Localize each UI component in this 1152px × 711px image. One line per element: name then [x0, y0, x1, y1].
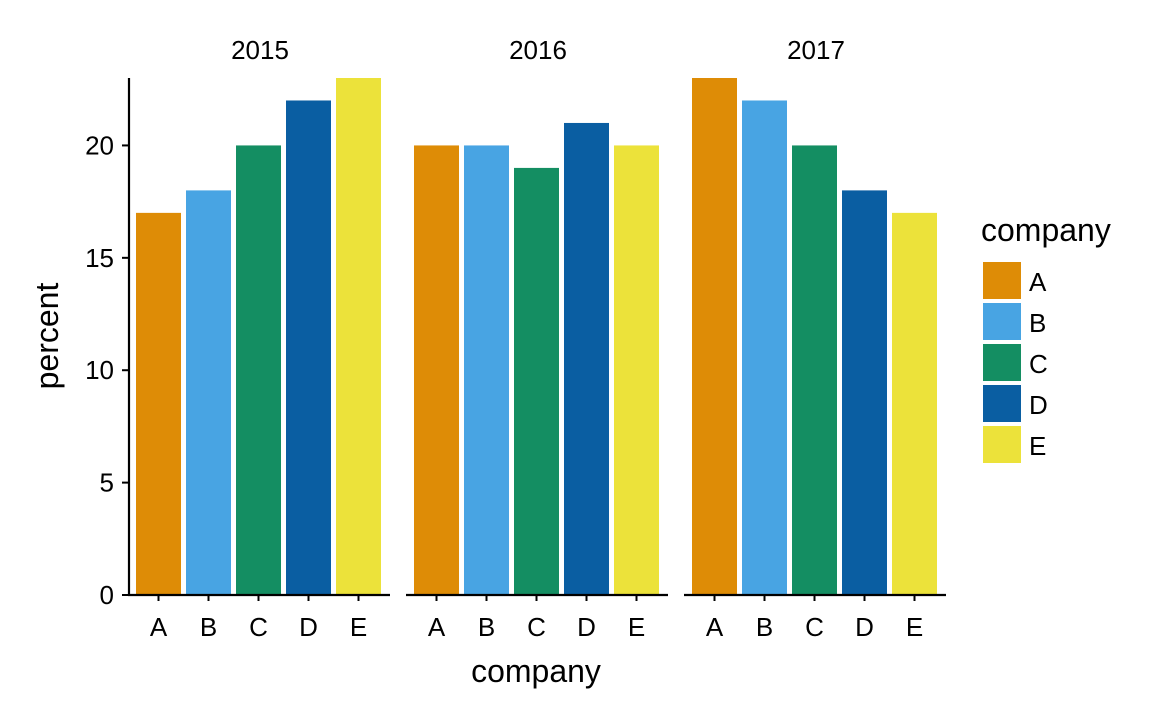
legend-label-D: D — [1029, 390, 1048, 420]
bar-2017-D — [842, 190, 887, 596]
bar-2017-E — [892, 212, 937, 595]
x-tick-label-2017-E: E — [906, 612, 923, 642]
legend-item-A: A — [983, 262, 1047, 299]
bar-2015-D — [286, 100, 331, 595]
x-tick-label-2016-B: B — [478, 612, 495, 642]
y-tick-label-20: 20 — [85, 130, 114, 160]
legend-item-C: C — [983, 344, 1048, 381]
facet-panel-2017: 2017 A B C D E — [684, 35, 946, 642]
y-tick-label-5: 5 — [100, 468, 114, 498]
legend-label-C: C — [1029, 349, 1048, 379]
x-tick-label-2015-B: B — [200, 612, 217, 642]
bar-2017-A — [692, 78, 737, 595]
legend-label-B: B — [1029, 308, 1046, 338]
x-tick-label-2017-C: C — [805, 612, 824, 642]
facet-panels: 2015 A B C D E 2016 A B C D E 2017 A B C D E — [128, 35, 946, 642]
facet-panel-2016: 2016 A B C D E — [406, 35, 668, 642]
legend-title: company — [981, 212, 1111, 248]
legend-swatch-B — [983, 303, 1021, 340]
legend-label-E: E — [1029, 431, 1046, 461]
x-tick-label-2016-A: A — [428, 612, 446, 642]
bar-2015-E — [336, 78, 381, 595]
legend-item-E: E — [983, 426, 1046, 463]
bar-2016-D — [564, 122, 609, 596]
bar-2017-C — [792, 145, 837, 595]
legend-swatch-C — [983, 344, 1021, 381]
bar-2017-B — [742, 100, 787, 595]
legend-swatch-E — [983, 426, 1021, 463]
facet-title-2016: 2016 — [509, 35, 567, 65]
legend-label-A: A — [1029, 267, 1047, 297]
y-axis-title: percent — [29, 283, 65, 390]
x-tick-label-2015-A: A — [150, 612, 168, 642]
legend-item-D: D — [983, 385, 1048, 422]
x-tick-label-2017-A: A — [706, 612, 724, 642]
y-tick-label-10: 10 — [85, 355, 114, 385]
x-tick-label-2015-C: C — [249, 612, 268, 642]
bar-2016-B — [464, 145, 509, 595]
x-axis-title: company — [471, 653, 601, 689]
x-tick-label-2016-E: E — [628, 612, 645, 642]
bar-2015-A — [136, 212, 181, 595]
facet-title-2017: 2017 — [787, 35, 845, 65]
x-tick-label-2016-C: C — [527, 612, 546, 642]
x-tick-label-2015-E: E — [350, 612, 367, 642]
bar-2016-E — [614, 145, 659, 595]
y-tick-label-0: 0 — [100, 580, 114, 610]
x-tick-label-2017-B: B — [756, 612, 773, 642]
legend-swatch-D — [983, 385, 1021, 422]
x-tick-label-2015-D: D — [299, 612, 318, 642]
legend-swatch-A — [983, 262, 1021, 299]
bar-2016-C — [514, 167, 559, 596]
legend-item-B: B — [983, 303, 1046, 340]
x-tick-label-2017-D: D — [855, 612, 874, 642]
bar-2015-C — [236, 145, 281, 595]
x-tick-label-2016-D: D — [577, 612, 596, 642]
y-axis: 0 5 10 15 20 — [85, 78, 131, 610]
y-tick-label-15: 15 — [85, 243, 114, 273]
facet-title-2015: 2015 — [231, 35, 289, 65]
facet-panel-2015: 2015 A B C D E — [128, 35, 390, 642]
bar-2015-B — [186, 190, 231, 596]
bar-2016-A — [414, 145, 459, 595]
